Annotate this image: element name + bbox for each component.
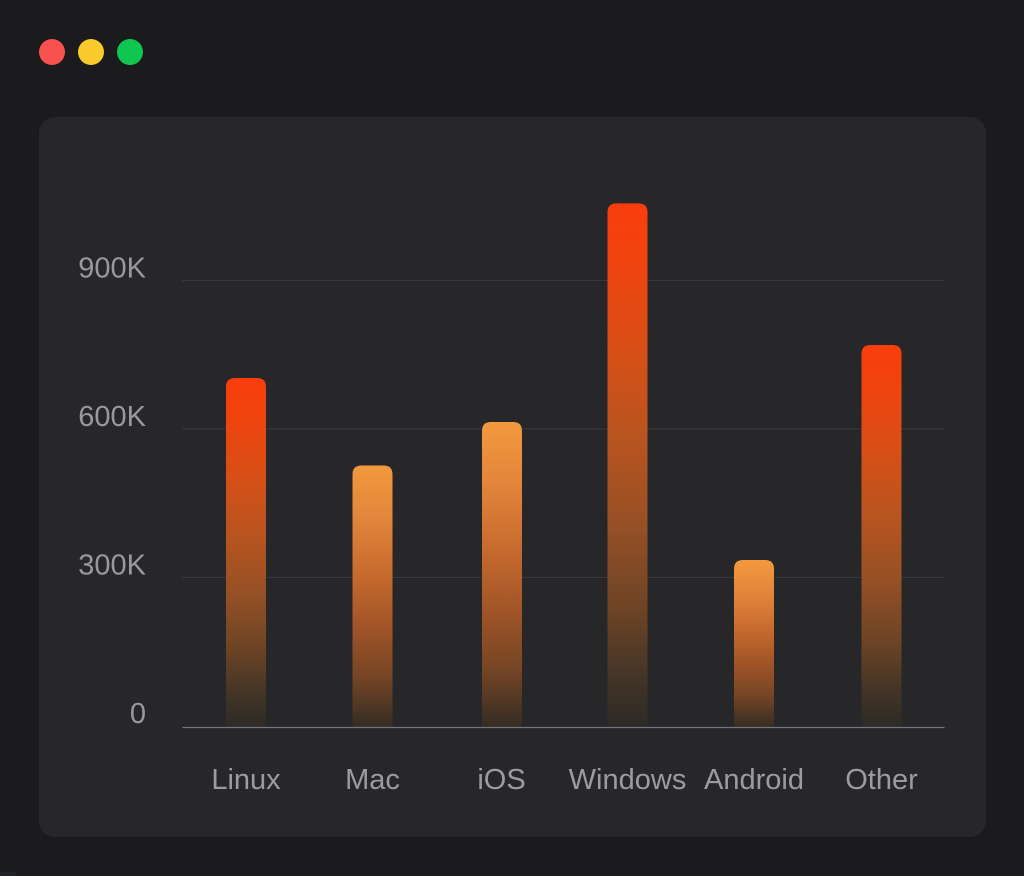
svg-text:300K: 300K xyxy=(78,550,146,582)
svg-text:600K: 600K xyxy=(78,401,146,433)
svg-text:Mac: Mac xyxy=(345,764,400,796)
svg-text:iOS: iOS xyxy=(477,764,525,796)
svg-text:0: 0 xyxy=(130,698,146,730)
svg-text:Other: Other xyxy=(845,764,918,796)
svg-text:Android: Android xyxy=(704,764,804,796)
svg-text:Linux: Linux xyxy=(211,764,281,796)
svg-text:Windows: Windows xyxy=(569,764,687,796)
svg-text:900K: 900K xyxy=(78,253,146,285)
